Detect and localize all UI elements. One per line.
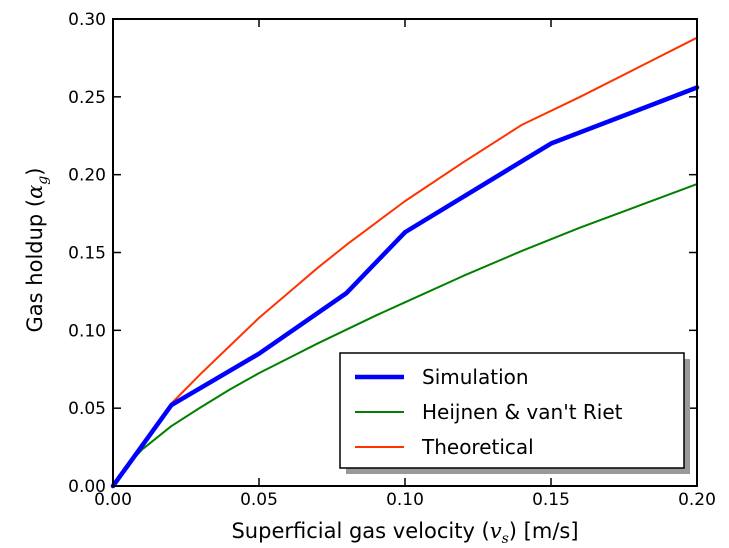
y-axis-label-subscript: g [35, 176, 51, 185]
series-line-0 [110, 85, 700, 489]
legend: Simulation Heijnen & van't Riet Theoreti… [339, 352, 690, 474]
x-tick-label: 0.00 [94, 490, 132, 510]
x-axis-label-suffix: ) [m/s] [509, 519, 579, 543]
x-tick-label: 0.05 [240, 490, 278, 510]
y-axis-label: Gas holdup (αg) [23, 168, 51, 333]
plot-frame [112, 18, 698, 487]
x-axis-label-subscript: s [502, 531, 509, 547]
y-tick-label: 0.30 [68, 10, 106, 30]
x-axis-label-symbol: v [490, 519, 502, 543]
y-tick-label: 0.20 [68, 166, 106, 186]
legend-label-theoretical: Theoretical [421, 435, 534, 459]
y-tick-label: 0.05 [68, 399, 106, 419]
series-layer [110, 36, 700, 489]
ticks-layer: 0.00 0.05 0.10 0.15 0.20 0.00 0.05 0.10 0.15 0.20… [68, 10, 716, 510]
y-tick-label: 0.15 [68, 244, 106, 264]
legend-label-heijnen: Heijnen & van't Riet [422, 400, 623, 424]
x-tick-label: 0.15 [532, 490, 570, 510]
y-axis-label-prefix: Gas holdup ( [23, 199, 47, 333]
y-tick-label: 0.25 [68, 88, 106, 108]
series-line-1 [112, 183, 698, 487]
x-axis-label-prefix: Superficial gas velocity ( [231, 519, 489, 543]
legend-label-simulation: Simulation [422, 365, 529, 389]
x-tick-label: 0.20 [678, 490, 716, 510]
y-axis-label-suffix: ) [23, 168, 47, 176]
y-tick-label: 0.00 [68, 477, 106, 497]
legend-box [339, 352, 685, 469]
x-axis-label: Superficial gas velocity (vs) [m/s] [231, 519, 578, 547]
y-axis-label-symbol: α [23, 185, 47, 199]
y-tick-label: 0.10 [68, 321, 106, 341]
x-tick-label: 0.10 [386, 490, 424, 510]
